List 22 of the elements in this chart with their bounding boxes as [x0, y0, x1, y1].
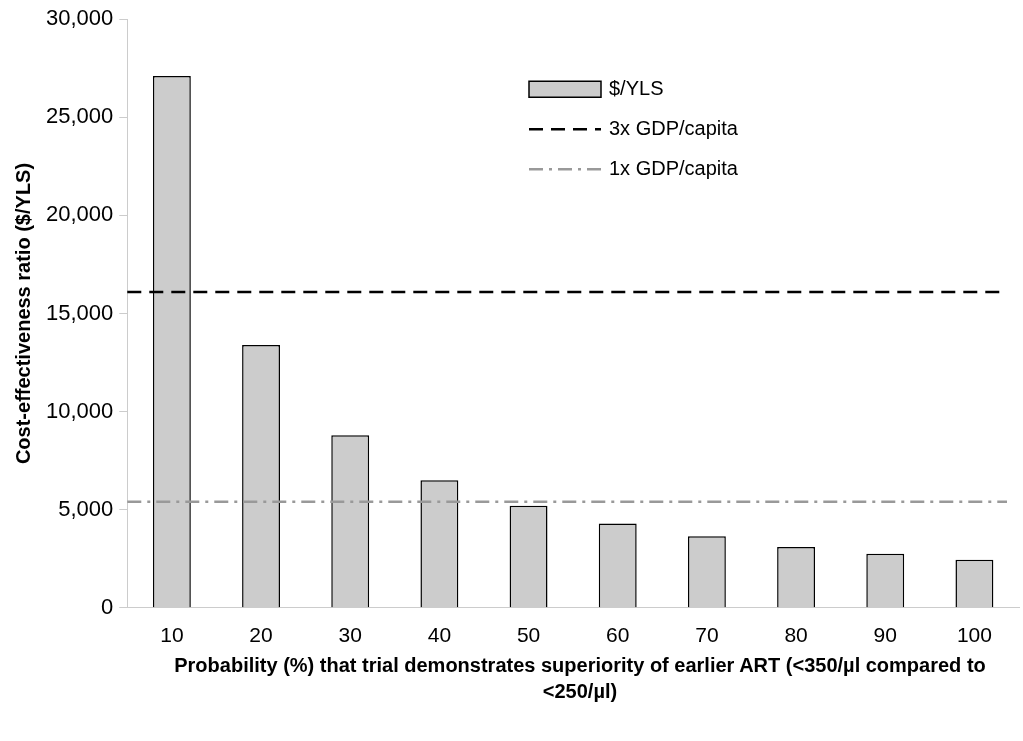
x-tick-label: 90 — [873, 623, 897, 647]
legend-label: 3x GDP/capita — [609, 116, 739, 139]
y-tick-label: 0 — [101, 593, 114, 619]
x-tick-label: 40 — [427, 623, 452, 647]
y-tick-label: 25,000 — [45, 103, 114, 129]
y-axis-title: Cost-effectiveness ratio ($/YLS) — [11, 162, 34, 465]
legend-label: $/YLS — [609, 76, 664, 99]
y-tick-label: 10,000 — [45, 397, 114, 423]
y-tick-label: 5,000 — [58, 495, 114, 521]
x-tick-label: 60 — [606, 623, 630, 647]
x-tick-label: 20 — [249, 623, 273, 647]
x-tick-label: 10 — [160, 623, 184, 647]
x-axis-title: Probability (%) that trial demonstrates superiority of earlier ART (<350/µl compared to <250/µl) — [173, 653, 987, 704]
x-tick-label: 80 — [784, 623, 808, 647]
x-tick-label: 70 — [695, 623, 719, 647]
x-tick-label: 50 — [516, 623, 541, 647]
y-tick-label: 15,000 — [45, 299, 114, 325]
legend-label: 1x GDP/capita — [609, 156, 739, 179]
x-tick-label: 30 — [338, 623, 362, 647]
x-tick-label: 100 — [956, 623, 992, 647]
y-tick-label: 30,000 — [45, 5, 114, 31]
y-tick-label: 20,000 — [45, 201, 114, 227]
